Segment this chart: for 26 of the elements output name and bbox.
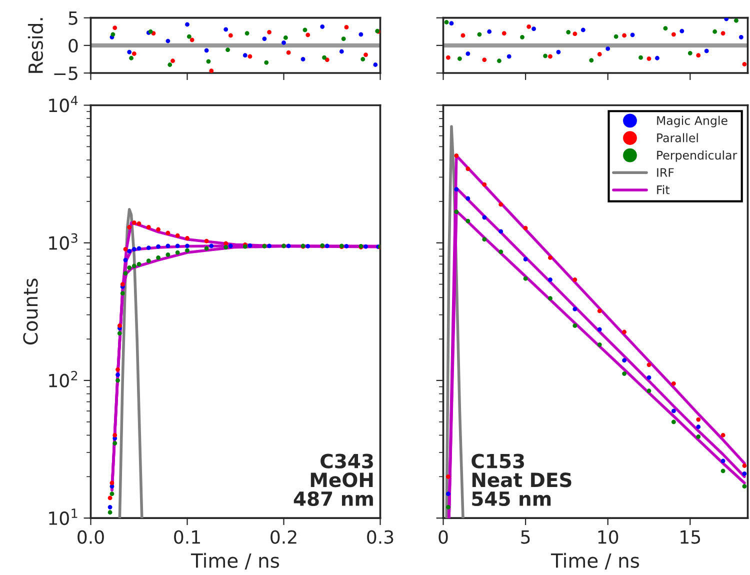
legend-label: Magic Angle — [657, 116, 728, 128]
x-tick-label: 0.1 — [174, 530, 200, 544]
legend-label: Fit — [657, 185, 670, 194]
x-axis-title: Time / ns — [190, 552, 280, 570]
x-tick-label: 0 — [438, 530, 448, 544]
y-tick-label: 10$^{4}$ — [49, 96, 78, 112]
legend-label: IRF — [657, 168, 674, 177]
legend-label: Perpendicular — [657, 150, 738, 162]
y-tick-label: 5 — [68, 12, 78, 25]
y-tick-label: 10$^{2}$ — [49, 370, 78, 388]
y-tick-label: 10$^{1}$ — [49, 508, 78, 526]
x-tick-label: 0.3 — [367, 530, 394, 544]
x-tick-label: 5 — [521, 530, 530, 544]
y-axis-title: Resid. — [28, 18, 44, 73]
y-tick-label: −5 — [54, 66, 78, 80]
annotation: C343 MeOH 487 nm — [294, 454, 373, 506]
legend-label: Parallel — [657, 133, 698, 142]
y-axis-title: Counts — [23, 278, 38, 344]
y-tick-label: 10$^{3}$ — [49, 233, 78, 250]
x-tick-label: 0.0 — [78, 530, 104, 544]
y-tick-label: 0 — [68, 38, 78, 53]
annotation: C153 Neat DES 545 nm — [472, 454, 572, 506]
x-tick-label: 15 — [680, 530, 700, 544]
x-axis-title: Time / ns — [550, 552, 640, 570]
x-tick-label: 0.2 — [270, 530, 296, 544]
x-tick-label: 10 — [598, 530, 618, 544]
